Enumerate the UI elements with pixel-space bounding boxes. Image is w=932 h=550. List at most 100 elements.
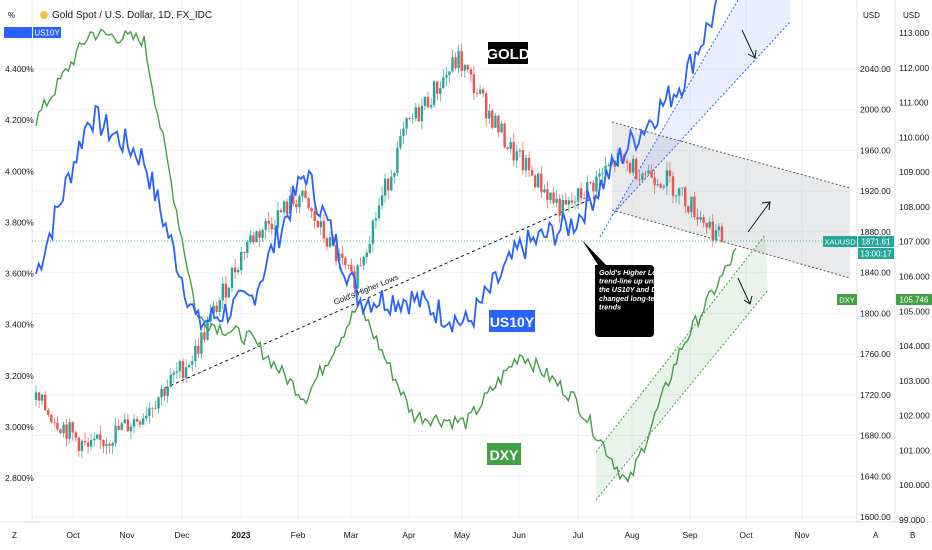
candle-body xyxy=(475,93,479,94)
callout-line: the US10Y and DXY xyxy=(599,285,667,294)
auto-scale-button[interactable]: A xyxy=(873,531,879,540)
candle-body xyxy=(126,419,130,432)
gold-tick-label: 1800.00 xyxy=(860,308,891,318)
candle-body xyxy=(488,110,491,119)
candle-body xyxy=(80,440,84,451)
candle-body xyxy=(595,176,598,192)
green-channel-lower[interactable] xyxy=(595,289,769,501)
candle-body xyxy=(157,397,160,409)
us10y-tick-label: 3.600% xyxy=(5,269,34,279)
gold-axis[interactable]: 2040.00 2000.00 1960.00 1920.00 1880.00 1840.… xyxy=(860,64,891,522)
candle-body xyxy=(313,211,316,221)
candle-body xyxy=(203,332,206,340)
us10y-tick-label: 4.200% xyxy=(5,115,34,125)
candle-body xyxy=(120,423,123,430)
dxy-tick-label: 108.000 xyxy=(899,202,930,212)
callout-line: trends xyxy=(599,302,621,311)
candle-body xyxy=(573,201,577,203)
dxy-axis[interactable]: 113.000 112.000 111.000 110.000 109.000 108.0… xyxy=(899,28,930,525)
candle-body xyxy=(359,265,362,267)
candle-body xyxy=(368,243,371,253)
candle-body xyxy=(537,173,540,188)
candle-body xyxy=(601,173,604,174)
candle-body xyxy=(439,88,442,94)
candle-body xyxy=(497,115,500,133)
candle-body xyxy=(175,371,179,373)
candle-body xyxy=(503,123,506,148)
candle-body xyxy=(659,184,662,188)
candle-body xyxy=(641,173,644,180)
candle-body xyxy=(273,227,277,230)
candle-body xyxy=(478,89,482,94)
symbol-title[interactable]: Gold Spot / U.S. Dollar, 1D, FX_IDC xyxy=(52,10,212,21)
callout-line: changed long-term xyxy=(599,294,664,303)
candle-body xyxy=(650,170,653,178)
candle-body xyxy=(200,332,203,354)
candle-body xyxy=(457,51,460,69)
candle-body xyxy=(549,192,552,200)
gold-higher-lows-trendline[interactable] xyxy=(164,194,601,389)
candle-body xyxy=(558,198,561,216)
candle-body xyxy=(108,443,111,446)
candle-body xyxy=(420,106,424,122)
candle-body xyxy=(105,443,108,447)
candle-body xyxy=(607,164,610,166)
xauusd-tag-price: 1871.61 xyxy=(862,238,891,247)
candle-body xyxy=(567,200,571,205)
candle-body xyxy=(62,424,65,434)
candle-body xyxy=(347,264,350,266)
candle-body xyxy=(481,89,485,94)
dxy-tick-label: 99.000 xyxy=(899,515,925,525)
candle-body xyxy=(172,372,175,375)
candle-body xyxy=(181,361,185,378)
us10y-tick-label: 2.800% xyxy=(5,473,34,483)
timezone-mode-button[interactable]: Z xyxy=(12,531,17,540)
green-channel-fill[interactable] xyxy=(596,235,768,500)
scale-settings-button[interactable]: B xyxy=(910,531,915,540)
gold-tick-label: 1880.00 xyxy=(860,227,891,237)
dxy-tick-label: 101.000 xyxy=(899,445,930,455)
callout-line: Gold's Higher Lows xyxy=(599,268,666,277)
candle-body xyxy=(279,210,283,213)
candle-body xyxy=(145,415,148,419)
gray-channel-fill[interactable] xyxy=(612,122,850,278)
candle-body xyxy=(448,71,451,75)
gray-channel-upper[interactable] xyxy=(611,121,851,189)
candle-body xyxy=(546,189,549,200)
channel-drawings[interactable] xyxy=(164,0,851,501)
candle-body xyxy=(44,394,47,411)
us10y-tag xyxy=(33,27,61,38)
time-tick-label: Dec xyxy=(174,530,190,540)
green-channel-upper[interactable] xyxy=(595,234,766,453)
candle-body xyxy=(111,442,114,446)
candle-body xyxy=(530,170,534,176)
candle-body xyxy=(53,422,56,423)
candle-body xyxy=(540,173,543,193)
us10y-label: US10Y xyxy=(489,310,535,332)
callout-box: Gold's Higher Lows trend-line up until the… xyxy=(582,240,667,337)
candle-body xyxy=(604,165,607,174)
gold-tick-label: 1720.00 xyxy=(860,390,891,400)
gray-channel-lower[interactable] xyxy=(611,209,851,279)
candle-body xyxy=(472,74,476,93)
candle-body xyxy=(668,170,672,177)
candle-body xyxy=(89,440,93,447)
blue-channel-fill[interactable] xyxy=(600,0,790,237)
green-down-arrow xyxy=(737,277,753,305)
candle-body xyxy=(328,237,332,247)
candle-body xyxy=(255,231,258,243)
dxy-tick-label: 109.000 xyxy=(899,167,930,177)
candle-body xyxy=(261,229,264,238)
dxy-series-line xyxy=(35,28,737,484)
us10y-axis[interactable]: 4.400% 4.200% 4.000% 3.800% 3.600% 3.400% 3.20… xyxy=(5,64,34,483)
candle-body xyxy=(224,283,228,298)
candle-body xyxy=(37,392,41,401)
candle-body xyxy=(460,51,463,71)
candle-body xyxy=(74,432,77,438)
us10y-tag-text: US10Y xyxy=(34,29,60,38)
blue-channel-upper[interactable] xyxy=(599,0,739,238)
candle-body xyxy=(512,142,515,161)
candle-body xyxy=(485,93,488,119)
candle-body xyxy=(169,374,172,387)
time-axis[interactable]: Oct Nov Dec 2023 Feb Mar Apr May Jun Jul Aug Sep Oct… xyxy=(66,530,810,540)
